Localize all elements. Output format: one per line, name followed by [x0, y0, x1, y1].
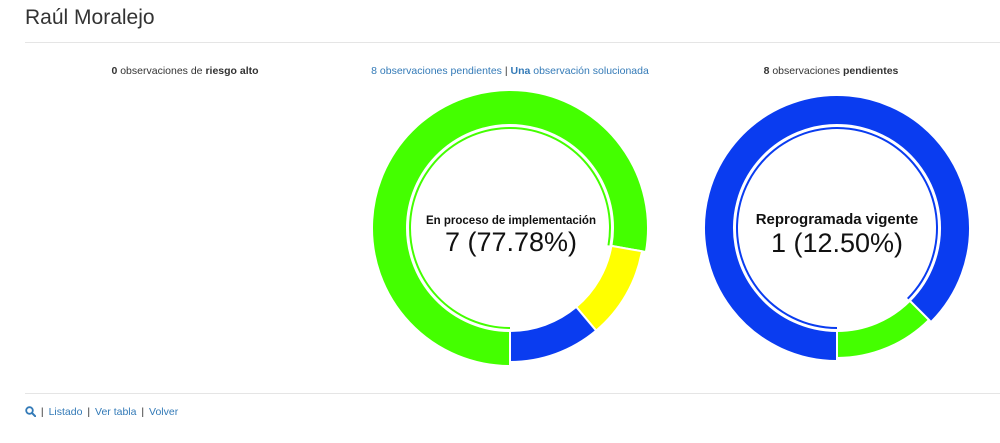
pending-panel: 8 observaciones pendientes: [681, 62, 981, 80]
pending-observations-link[interactable]: 8 observaciones pendientes: [371, 65, 502, 77]
footer-separator: |: [141, 406, 145, 418]
status-chart-center: En proceso de implementación 7 (77.78%): [391, 215, 631, 258]
pending-count: 8: [763, 65, 770, 77]
solved-count: Una: [510, 65, 531, 77]
status-donut-slice-3[interactable]: [509, 305, 598, 364]
pending-center-value: 1 (12.50%): [770, 228, 904, 258]
solved-text: observación solucionada: [530, 65, 649, 77]
high-risk-strong: riesgo alto: [205, 65, 259, 77]
solved-observation-link[interactable]: Una observación solucionada: [510, 65, 648, 77]
pending-donut-slice-2[interactable]: [836, 299, 931, 360]
status-donut-chart[interactable]: [371, 86, 651, 370]
high-risk-count: 0: [111, 65, 118, 77]
pending-donut-slice-1[interactable]: [704, 94, 971, 363]
pending-chart-center: Reprogramada vigente 1 (12.50%): [717, 211, 957, 259]
divider-bottom: [25, 393, 1000, 394]
status-caption: 8 observaciones pendientes | Una observa…: [360, 62, 660, 80]
caption-separator: |: [501, 65, 511, 77]
pending-caption: 8 observaciones pendientes: [681, 62, 981, 80]
status-panel: 8 observaciones pendientes | Una observa…: [360, 62, 660, 80]
status-donut-slice-1[interactable]: [371, 89, 649, 368]
search-icon: [25, 406, 36, 417]
status-center-label: En proceso de implementación: [426, 215, 596, 227]
divider-top: [25, 42, 1000, 43]
listado-link[interactable]: Listado: [48, 406, 83, 418]
footer-separator: |: [40, 406, 44, 418]
ver-tabla-link[interactable]: Ver tabla: [95, 406, 137, 418]
volver-link[interactable]: Volver: [149, 406, 179, 418]
high-risk-text: observaciones de: [117, 65, 206, 77]
high-risk-caption: 0 observaciones de riesgo alto: [35, 62, 335, 80]
footer-separator: |: [87, 406, 91, 418]
pending-center-label: Reprogramada vigente: [755, 211, 919, 228]
pending-donut-chart[interactable]: [704, 86, 972, 370]
page-title: Raúl Moralejo: [25, 6, 155, 29]
high-risk-panel: 0 observaciones de riesgo alto: [35, 62, 335, 80]
footer-links: | Listado | Ver tabla | Volver: [25, 406, 178, 418]
pending-strong: pendientes: [842, 65, 899, 77]
search-link[interactable]: [25, 406, 36, 418]
status-center-value: 7 (77.78%): [444, 227, 578, 257]
pending-text: observaciones: [769, 65, 843, 77]
